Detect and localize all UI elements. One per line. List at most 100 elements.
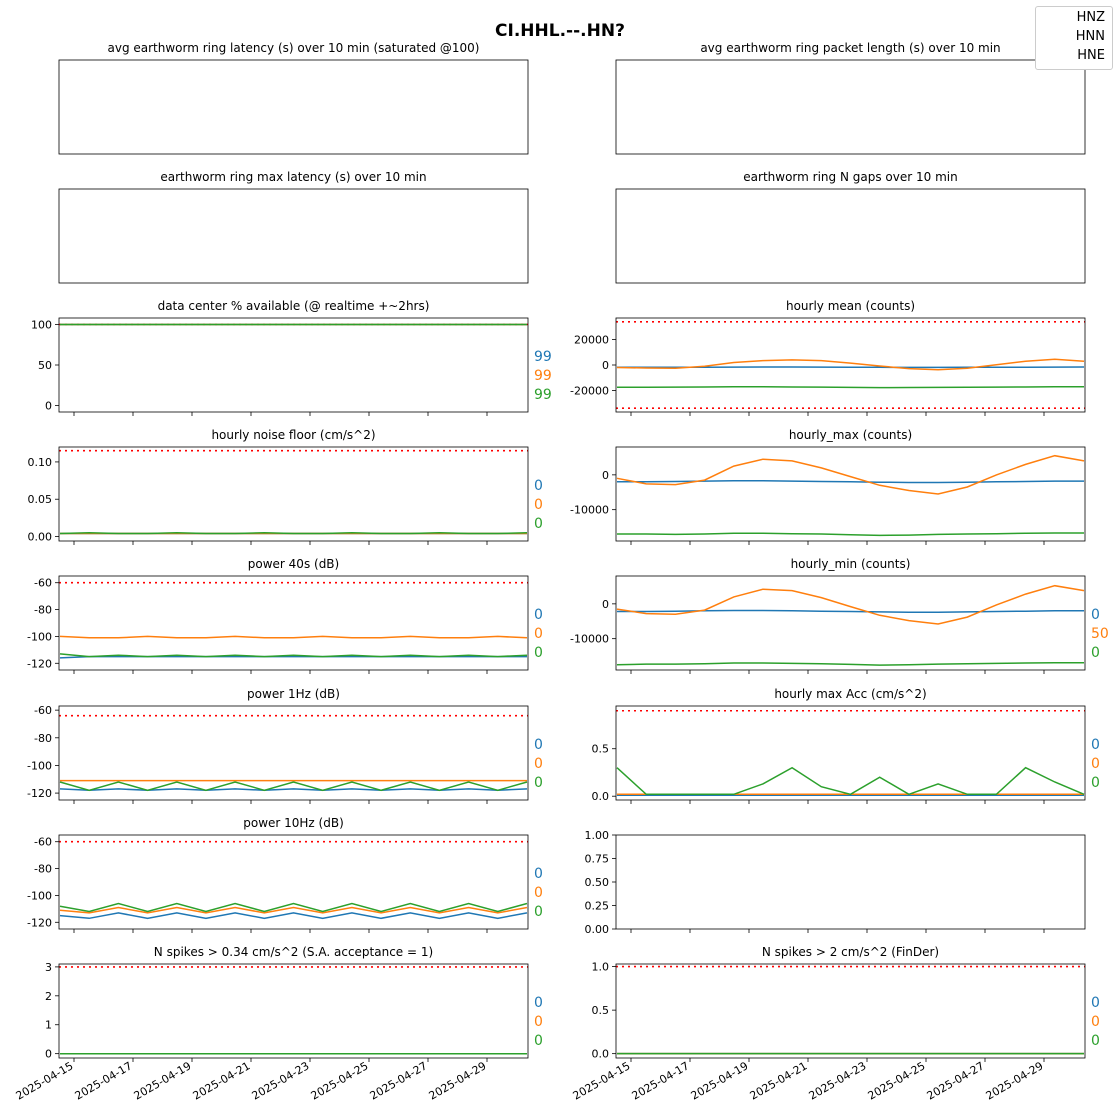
chart-p51-stat-label: 0 <box>1091 737 1100 753</box>
date-tick-label: 2025-04-29 <box>984 1059 1046 1102</box>
chart-p60-ytick-label: -80 <box>34 863 52 876</box>
chart-p21-ytick-label: 20000 <box>574 334 609 347</box>
chart-p51-ytick-label: 0.5 <box>592 743 610 756</box>
chart-p01-title: avg earthworm ring packet length (s) ove… <box>700 41 1000 55</box>
chart-p71-stat-label: 0 <box>1091 995 1100 1011</box>
chart-p61-plot-area <box>616 835 1085 929</box>
date-tick-label: 2025-04-17 <box>630 1059 692 1102</box>
date-tick-label: 2025-04-21 <box>191 1059 253 1102</box>
chart-p41-ytick-label: -10000 <box>570 633 609 646</box>
chart-p50-series-hnz <box>59 788 528 792</box>
chart-p01-frame <box>615 59 1086 155</box>
chart-p60-frame <box>58 834 529 930</box>
chart-p70-ytick-label: 1 <box>45 1019 52 1032</box>
chart-p70-ytick-label: 3 <box>45 961 52 974</box>
date-tick-label: 2025-04-19 <box>689 1059 751 1102</box>
chart-p21-series-hnn <box>616 358 1085 371</box>
chart-p50-ytick-label: -120 <box>27 787 52 800</box>
chart-p10-frame <box>58 188 529 284</box>
chart-p00-title: avg earthworm ring latency (s) over 10 m… <box>108 41 480 55</box>
chart-p31-series-hne <box>617 532 1084 537</box>
chart-p50-stat-label: 0 <box>534 756 543 772</box>
chart-p70-ytick-label: 0 <box>45 1048 52 1061</box>
chart-p31-ytick-label: 0 <box>602 469 609 482</box>
chart-p20-frame <box>58 317 529 413</box>
date-tick-label: 2025-04-17 <box>73 1059 135 1102</box>
chart-p31-ytick-label: -10000 <box>570 504 609 517</box>
chart-p50-title: power 1Hz (dB) <box>247 687 340 701</box>
chart-p50-series-hne <box>59 781 528 792</box>
chart-p71-title: N spikes > 2 cm/s^2 (FinDer) <box>762 945 939 959</box>
chart-p30-title: hourly noise floor (cm/s^2) <box>211 428 375 442</box>
chart-p10-plot-area <box>59 189 528 283</box>
chart-p71-stat-label: 0 <box>1091 1033 1100 1049</box>
chart-p51-title: hourly max Acc (cm/s^2) <box>774 687 926 701</box>
chart-p71-plot-area <box>616 964 1085 1058</box>
chart-p60-ytick-label: -120 <box>27 916 52 929</box>
chart-p60-stat-label: 0 <box>534 866 543 882</box>
chart-p51-stat-label: 0 <box>1091 775 1100 791</box>
chart-p30-ytick-label: 0.10 <box>28 456 53 469</box>
chart-p70-plot-area <box>59 964 528 1058</box>
chart-p00-plot-area <box>59 60 528 154</box>
chart-p31-frame <box>615 446 1086 542</box>
chart-p60-ytick-label: -60 <box>34 836 52 849</box>
chart-p60-series-hnn <box>59 906 528 914</box>
chart-p51-frame <box>615 705 1086 801</box>
chart-p50-stat-label: 0 <box>534 775 543 791</box>
date-tick-label: 2025-04-23 <box>250 1059 312 1102</box>
chart-p70-stat-label: 0 <box>534 1033 543 1049</box>
chart-p41-ytick-label: 0 <box>602 598 609 611</box>
chart-p00-frame <box>58 59 529 155</box>
chart-p50-frame <box>58 705 529 801</box>
chart-p41-plot-area <box>616 576 1085 670</box>
chart-p71-ytick-label: 0.0 <box>592 1048 610 1061</box>
chart-p01-plot-area <box>616 60 1085 154</box>
date-tick-label: 2025-04-21 <box>748 1059 810 1102</box>
chart-p40-stat-label: 0 <box>534 607 543 623</box>
chart-p41-stat-label: 0 <box>1091 607 1100 623</box>
chart-p20-stat-label: 99 <box>534 387 552 403</box>
chart-p70-title: N spikes > 0.34 cm/s^2 (S.A. acceptance … <box>154 945 433 959</box>
legend: HNZ HNN HNE <box>1035 6 1113 70</box>
date-tick-label: 2025-04-25 <box>866 1059 928 1102</box>
chart-p40-series-hnn <box>59 635 528 639</box>
chart-p41-frame <box>615 575 1086 671</box>
chart-p50-ytick-label: -60 <box>34 704 52 717</box>
date-tick-label: 2025-04-29 <box>427 1059 489 1102</box>
chart-p50-plot-area <box>59 706 528 800</box>
chart-p50-ytick-label: -100 <box>27 759 52 772</box>
chart-p40-title: power 40s (dB) <box>248 557 339 571</box>
chart-p20-ytick-label: 50 <box>38 359 52 372</box>
chart-p40-ytick-label: -60 <box>34 577 52 590</box>
legend-item-hnz: HNZ <box>1076 10 1105 25</box>
figure-title: CI.HHL.--.HN? <box>495 21 625 41</box>
chart-p31-plot-area <box>616 447 1085 541</box>
chart-p70-frame <box>58 963 529 1059</box>
date-tick-label: 2025-04-25 <box>309 1059 371 1102</box>
chart-p41-stat-label: 0 <box>1091 645 1100 661</box>
chart-p60-ytick-label: -100 <box>27 889 52 902</box>
chart-p30-stat-label: 0 <box>534 516 543 532</box>
chart-p60-stat-label: 0 <box>534 904 543 920</box>
chart-p40-ytick-label: -100 <box>27 630 52 643</box>
chart-p20-title: data center % available (@ realtime +~2h… <box>158 299 430 313</box>
date-tick-label: 2025-04-27 <box>368 1059 430 1102</box>
chart-p60-series-hne <box>59 902 528 913</box>
chart-p21-frame <box>615 317 1086 413</box>
chart-p61-ytick-label: 1.00 <box>585 829 610 842</box>
chart-p61-ytick-label: 0.00 <box>585 923 610 936</box>
date-tick-label: 2025-04-19 <box>132 1059 194 1102</box>
chart-p61-ytick-label: 0.25 <box>585 900 610 913</box>
chart-p20-ytick-label: 0 <box>45 400 52 413</box>
chart-p40-frame <box>58 575 529 671</box>
chart-p60-stat-label: 0 <box>534 885 543 901</box>
chart-p41-title: hourly_min (counts) <box>791 557 911 571</box>
chart-p61-ytick-label: 0.50 <box>585 876 610 889</box>
chart-p40-stat-label: 0 <box>534 626 543 642</box>
legend-item-hnn: HNN <box>1075 29 1105 44</box>
chart-p20-stat-label: 99 <box>534 349 552 365</box>
chart-p70-stat-label: 0 <box>534 1014 543 1030</box>
chart-p20-stat-label: 99 <box>534 368 552 384</box>
